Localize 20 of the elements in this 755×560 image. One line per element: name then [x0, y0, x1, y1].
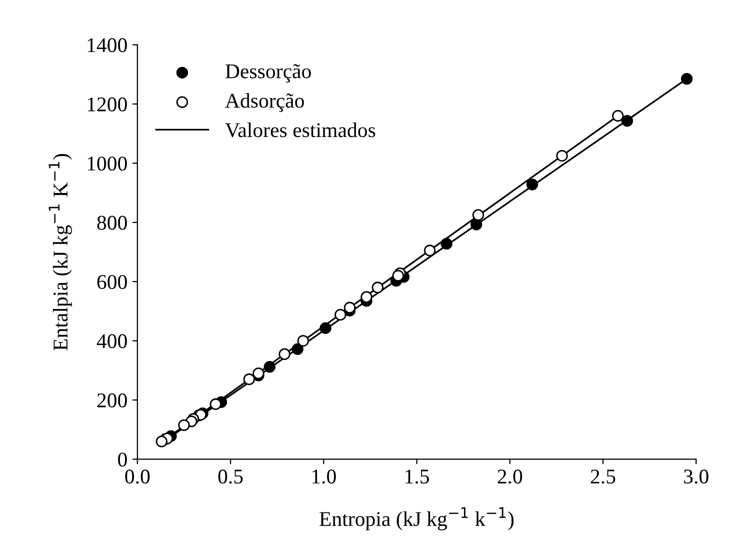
y-tick-label: 1400 — [88, 38, 127, 52]
y-tick-label: 200 — [97, 393, 127, 408]
x-tick-label: 1.0 — [312, 470, 336, 484]
legend-label: Valores estimados — [225, 122, 376, 138]
y-tick-label: 800 — [97, 216, 127, 230]
x-tick-label: 2.5 — [590, 470, 616, 484]
y-tick-label: 600 — [97, 274, 127, 290]
y-tick-label: 1200 — [88, 97, 127, 112]
x-tick-label: 3.0 — [684, 470, 708, 484]
y-tick-label: 400 — [96, 334, 127, 348]
y-axis-title: Entalpia (kJ kg$^{−1}$ K$^{−1}$) — [48, 154, 72, 350]
legend-label: Adsorção — [225, 93, 304, 112]
legend-label: Dessorção — [226, 64, 311, 83]
x-axis-title: Entropia (kJ kg$^{−1}$ k$^{−1}$) — [320, 507, 514, 530]
y-tick-label: 1000 — [88, 156, 127, 171]
y-tick-label: 0 — [118, 452, 127, 467]
x-tick-label: 2.0 — [498, 470, 522, 484]
x-tick-label: 0.0 — [125, 470, 150, 484]
x-tick-label: 0.5 — [218, 470, 243, 484]
x-tick-label: 1.5 — [406, 470, 429, 484]
